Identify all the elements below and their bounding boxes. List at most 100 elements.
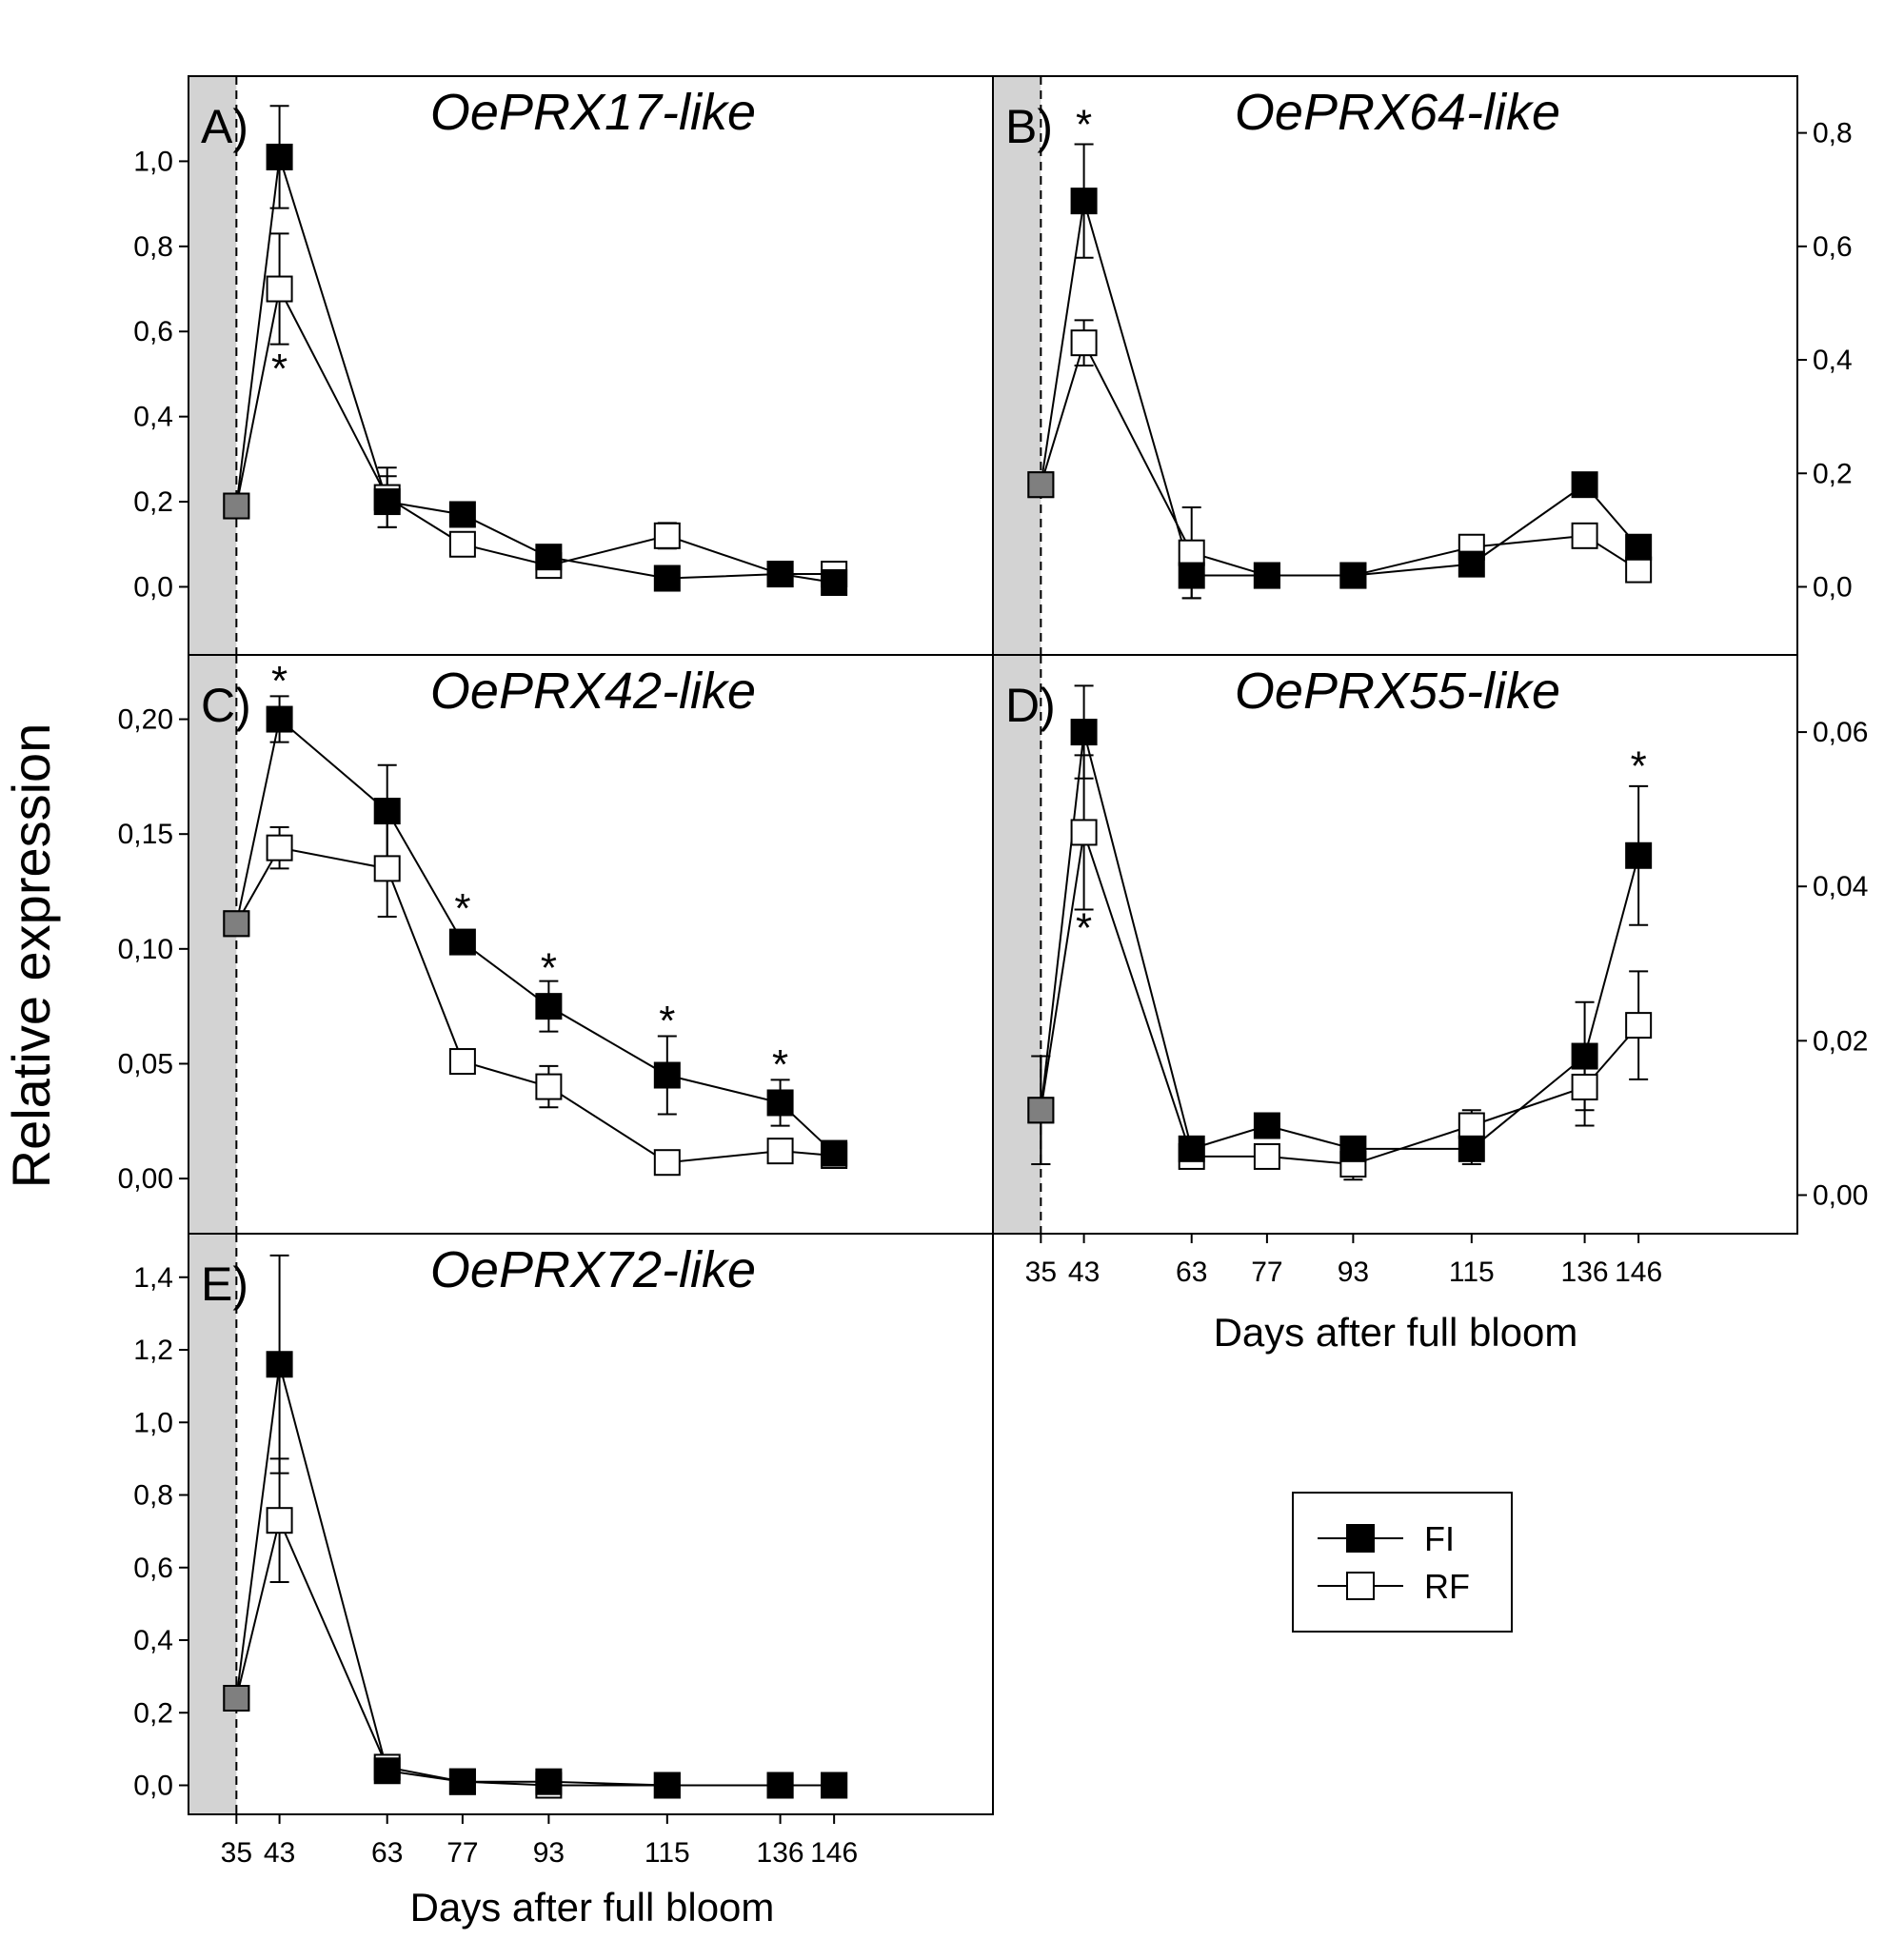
panel-a-significance-star: *: [271, 346, 288, 392]
legend-box: [1292, 1492, 1513, 1633]
panel-e-frame: [188, 1233, 994, 1815]
panel-c-title: OePRX42-like: [430, 663, 756, 720]
panel-e-xtick-label: 93: [533, 1837, 565, 1869]
panel-d-rf-point: [1458, 1112, 1485, 1139]
panel-c-ytick-label: 0,10: [118, 934, 173, 965]
panel-e-fi-point: [821, 1772, 848, 1799]
panel-c-fi-point: [448, 928, 476, 956]
panel-b-rf-point: [1625, 556, 1653, 584]
panel-a-ytick-label: 0,6: [133, 316, 173, 347]
panel-e-xtick-label: 146: [810, 1837, 858, 1869]
panel-a-ytick-label: 0,2: [133, 486, 173, 518]
panel-d: 0,00 0,02 0,04 0,06 35 43 63 77 93 115 136 146 * * D) O…: [992, 654, 1868, 1288]
panel-d-fi-line: [1040, 731, 1640, 1151]
panel-e-fi-point: [766, 1772, 794, 1799]
panel-c-rf-point: [266, 834, 293, 861]
panel-d-fi-point: [1625, 841, 1653, 869]
panel-e-xtick-label: 35: [221, 1837, 252, 1869]
panel-c-rf-line: [235, 846, 835, 1164]
panel-a-fi-line: [235, 156, 835, 584]
panel-b-fi-point: [1178, 562, 1205, 589]
panel-c-fi-point: [653, 1061, 681, 1089]
panel-e-ytick-label: 1,2: [133, 1335, 173, 1366]
panel-b-fi-point: [1027, 471, 1055, 499]
panel-e-fi-point: [653, 1772, 681, 1799]
panel-d-ytick-label: 0,00: [1813, 1179, 1868, 1211]
panel-d-frame: [992, 654, 1798, 1235]
panel-c-letter: C): [201, 679, 251, 732]
panel-e-fi-line: [235, 1363, 835, 1787]
panel-b: 0,0 0,2 0,4 0,6 0,8 * B) OePRX64-like: [992, 75, 1853, 656]
panel-d-xtick-label: 136: [1561, 1257, 1609, 1288]
panel-a-fi-point: [266, 143, 293, 170]
panel-c-ytick-label: 0,15: [118, 819, 173, 850]
panel-b-significance-star: *: [1076, 102, 1092, 148]
panel-c-rf-point: [448, 1048, 476, 1076]
panel-c-fi-point: [766, 1089, 794, 1117]
panel-e-xtick-label: 77: [446, 1837, 478, 1869]
panel-e-xtick-label: 63: [371, 1837, 403, 1869]
panel-c-ytick-label: 0,20: [118, 704, 173, 736]
panel-d-xtick-label: 77: [1251, 1257, 1282, 1288]
panel-a-letter: A): [201, 100, 248, 153]
panel-b-shade: [993, 76, 1041, 655]
panel-d-ytick-label: 0,04: [1813, 871, 1868, 902]
panel-a-ytick-label: 0,4: [133, 402, 173, 433]
panel-a-fi-point: [653, 564, 681, 592]
panel-a-fi-point: [766, 561, 794, 588]
panel-a-ytick-label: 0,8: [133, 231, 173, 263]
panel-d-rf-point: [1571, 1073, 1598, 1100]
panel-a-fi-point: [223, 492, 250, 520]
panel-c: 0,00 0,05 0,10 0,15 0,20 * * * * * C) OePRX42-like: [118, 654, 994, 1235]
panel-b-fi-point: [1253, 562, 1280, 589]
panel-c-significance-star: *: [541, 945, 557, 992]
panel-b-fi-point: [1571, 471, 1598, 499]
panel-c-fi-point: [266, 705, 293, 733]
panel-b-fi-point: [1070, 188, 1098, 215]
panel-e-fi-point: [373, 1757, 401, 1785]
panel-b-fi-point: [1458, 550, 1485, 578]
panel-c-significance-star: *: [772, 1041, 788, 1088]
panel-a-ytick-label: 1,0: [133, 146, 173, 177]
panel-e-xtick-label: 43: [264, 1837, 295, 1869]
legend: FI RF: [1292, 1492, 1513, 1633]
panel-a-fi-point: [373, 488, 401, 516]
panel-e-fi-point: [223, 1685, 250, 1712]
panel-d-fi-point: [1027, 1097, 1055, 1124]
panel-e-ytick-label: 0,4: [133, 1625, 173, 1656]
panel-d-xtick-label: 146: [1615, 1257, 1662, 1288]
panel-c-fi-point: [373, 798, 401, 825]
panel-a-rf-point: [653, 522, 681, 549]
panel-a-shade: [188, 76, 237, 655]
panel-b-ytick-label: 0,4: [1813, 345, 1853, 376]
panel-d-ytick-label: 0,06: [1813, 717, 1868, 748]
panel-d-fi-point: [1571, 1042, 1598, 1070]
panel-e-shade: [188, 1234, 237, 1814]
panel-d-fi-point: [1339, 1135, 1367, 1162]
y-axis-title: Relative expression: [1, 723, 61, 1189]
panel-e-xtick-label: 115: [645, 1837, 690, 1869]
panel-c-rf-point: [535, 1073, 563, 1100]
panel-c-rf-point: [653, 1149, 681, 1177]
panel-d-rf-point: [1253, 1142, 1280, 1170]
panel-e-fi-point: [535, 1768, 563, 1795]
panel-d-rf-line: [1040, 832, 1639, 1166]
panel-e-ytick-label: 0,8: [133, 1480, 173, 1512]
panel-a-fi-point: [821, 569, 848, 596]
panels: 0,00,20,40,60,81,0*A) OePRX17-like0,00,20…: [118, 75, 1868, 1869]
panel-b-fi-point: [1339, 562, 1367, 589]
panel-b-ytick-label: 0,0: [1813, 571, 1853, 603]
panel-e-ytick-label: 0,0: [133, 1771, 173, 1802]
x-axis-title-right: Days after full bloom: [1214, 1310, 1578, 1355]
panel-e-fi-point: [448, 1768, 476, 1795]
panel-d-fi-point: [1253, 1112, 1280, 1139]
panel-a-rf-line: [235, 286, 835, 576]
panel-c-significance-star: *: [271, 658, 288, 704]
legend-fi-marker: [1346, 1524, 1375, 1553]
panel-b-rf-point: [1070, 329, 1098, 357]
panel-e-ytick-label: 0,2: [133, 1697, 173, 1729]
panel-b-fi-line: [1040, 200, 1639, 577]
panel-d-xtick-label: 63: [1176, 1257, 1207, 1288]
